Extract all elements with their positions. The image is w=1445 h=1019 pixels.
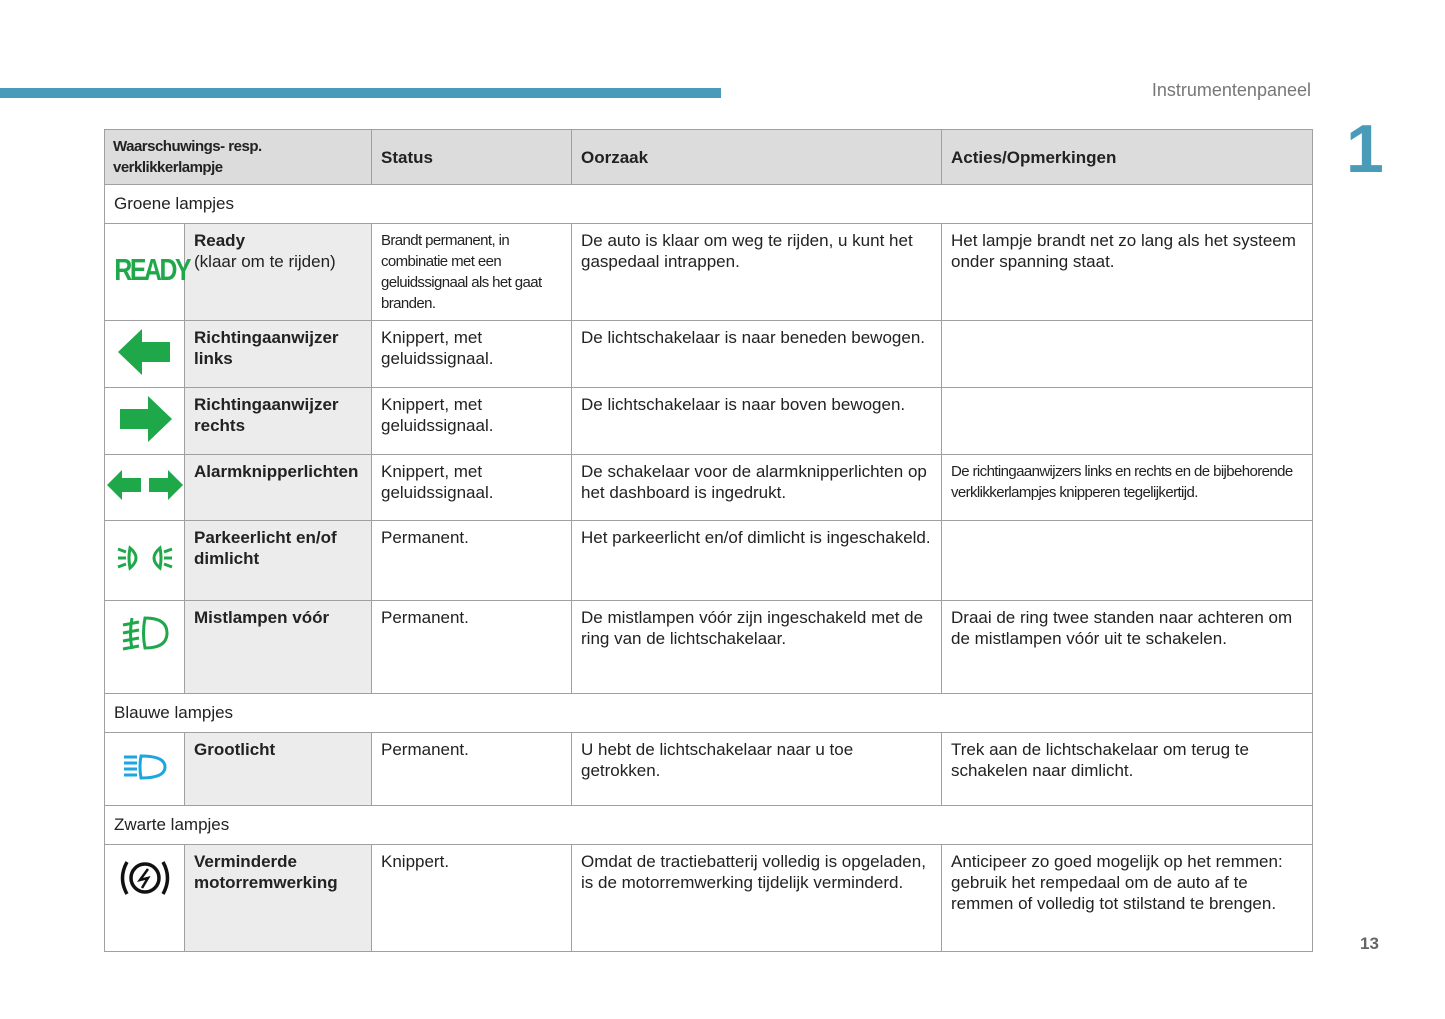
warning-lights-table: Waarschuwings- resp. verklikkerlampje St… <box>104 129 1313 952</box>
cause-cell: Omdat de tractiebatterij volledig is opg… <box>571 844 942 952</box>
status-cell: Brandt permanent, in combinatie met een … <box>371 223 572 321</box>
chapter-number: 1 <box>1346 111 1384 187</box>
table-row: Mistlampen vóór Permanent. De mistlampen… <box>104 600 1313 694</box>
section-row-blue: Blauwe lampjes <box>104 693 1313 733</box>
action-cell <box>941 520 1313 601</box>
section-label: Zwarte lampjes <box>104 805 1313 845</box>
lamp-label: Richtingaanwijzer links <box>184 320 372 388</box>
table-row: READY Ready (klaar om te rijden) Brandt p… <box>104 223 1313 321</box>
status-cell: Knippert. <box>371 844 572 952</box>
section-row-green: Groene lampjes <box>104 184 1313 224</box>
column-header-cause: Oorzaak <box>571 129 942 185</box>
high-beam-icon <box>104 732 185 806</box>
status-cell: Knippert, met geluidssignaal. <box>371 387 572 455</box>
table-row: Richtingaanwijzer links Knippert, met ge… <box>104 320 1313 388</box>
section-label: Groene lampjes <box>104 184 1313 224</box>
action-cell: Trek aan de lichtschakelaar om terug te … <box>941 732 1313 806</box>
column-header-status: Status <box>371 129 572 185</box>
table-row: Grootlicht Permanent. U hebt de lichtsch… <box>104 732 1313 806</box>
cause-cell: U hebt de lichtschakelaar naar u toe get… <box>571 732 942 806</box>
section-title: Instrumentenpaneel <box>1151 80 1311 100</box>
status-cell: Knippert, met geluidssignaal. <box>371 320 572 388</box>
table-row: Richtingaanwijzer rechts Knippert, met g… <box>104 387 1313 455</box>
hazard-arrows-icon <box>104 454 185 521</box>
section-row-black: Zwarte lampjes <box>104 805 1313 845</box>
ready-icon: READY <box>104 223 192 321</box>
lamp-label: Alarmknipperlichten <box>184 454 372 521</box>
header-accent-bar <box>0 88 721 98</box>
column-header-actions: Acties/Opmerkingen <box>941 129 1313 185</box>
table-row: Parkeerlicht en/of dimlicht Permanent. H… <box>104 520 1313 601</box>
status-cell: Permanent. <box>371 732 572 806</box>
column-header-lamp: Waarschuwings- resp. verklikkerlampje <box>104 129 372 185</box>
action-cell: De richtingaanwijzers links en rechts en… <box>941 454 1313 521</box>
action-cell <box>941 320 1313 388</box>
section-label: Blauwe lampjes <box>104 693 1313 733</box>
table-row: Verminderde motorremwerking Knippert. Om… <box>104 844 1313 952</box>
status-cell: Permanent. <box>371 600 572 694</box>
cause-cell: De auto is klaar om weg te rijden, u kun… <box>571 223 942 321</box>
action-cell: Draai de ring twee standen naar achteren… <box>941 600 1313 694</box>
action-cell: Het lampje brandt net zo lang als het sy… <box>941 223 1313 321</box>
cause-cell: De mistlampen vóór zijn ingeschakeld met… <box>571 600 942 694</box>
status-cell: Permanent. <box>371 520 572 601</box>
arrow-right-icon <box>104 387 185 455</box>
page-number: 13 <box>1360 934 1379 953</box>
parking-light-icon <box>104 520 185 601</box>
lamp-label: Parkeerlicht en/of dimlicht <box>184 520 372 601</box>
cause-cell: De lichtschakelaar is naar beneden bewog… <box>571 320 942 388</box>
lamp-label: Grootlicht <box>184 732 372 806</box>
lamp-label: Verminderde motorremwerking <box>184 844 372 952</box>
arrow-left-icon <box>104 320 185 388</box>
front-fog-light-icon <box>104 600 185 694</box>
table-row: Alarmknipperlichten Knippert, met geluid… <box>104 454 1313 521</box>
action-cell <box>941 387 1313 455</box>
lamp-label: Richtingaanwijzer rechts <box>184 387 372 455</box>
cause-cell: De schakelaar voor de alarmknipperlichte… <box>571 454 942 521</box>
lamp-label: Ready (klaar om te rijden) <box>184 223 372 321</box>
table-header-row: Waarschuwings- resp. verklikkerlampje St… <box>104 129 1313 185</box>
action-cell: Anticipeer zo goed mogelijk op het remme… <box>941 844 1313 952</box>
cause-cell: Het parkeerlicht en/of dimlicht is inges… <box>571 520 942 601</box>
reduced-regen-braking-icon <box>104 844 185 952</box>
cause-cell: De lichtschakelaar is naar boven bewogen… <box>571 387 942 455</box>
lamp-label: Mistlampen vóór <box>184 600 372 694</box>
status-cell: Knippert, met geluidssignaal. <box>371 454 572 521</box>
